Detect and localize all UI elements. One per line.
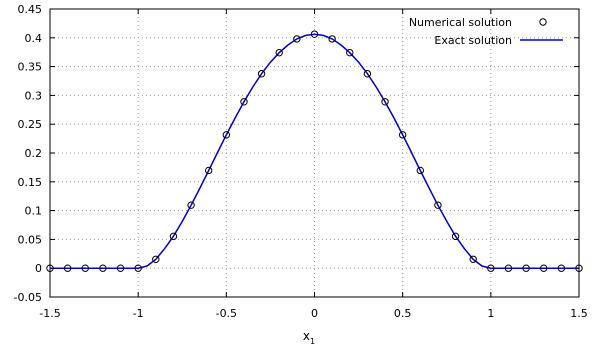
numerical-solution-series [46,30,583,272]
numerical-solution-point [575,264,583,272]
exact-solution-series [50,33,579,269]
y-tick-label: 0.3 [25,89,43,102]
numerical-solution-point [46,264,54,272]
y-tick-label: 0.35 [18,61,43,74]
numerical-solution-point [63,264,72,272]
x-axis-label: x1 [303,329,315,346]
exact-solution-line [50,33,579,269]
numerical-solution-point [134,264,142,272]
numerical-solution-point [504,264,513,272]
legend-marker-numerical [539,18,547,26]
numerical-solution-point [328,35,336,43]
x-tick-label: 0.5 [394,307,412,320]
numerical-solution-point [434,201,442,209]
x-tick-label: -1 [133,307,144,320]
numerical-solution-point [540,264,548,272]
y-tick-label: 0.25 [18,118,43,131]
numerical-solution-point [293,35,301,43]
numerical-solution-point [381,98,389,106]
y-tick-label: 0 [35,262,42,275]
numerical-solution-point [222,131,231,139]
y-tick-label: 0.15 [18,176,43,189]
legend-label-numerical: Numerical solution [409,16,512,29]
legend-label-exact: Exact solution [434,34,512,47]
x-tick-label: 1.5 [570,307,588,320]
numerical-solution-point [169,232,178,241]
x-tick-label: 0 [311,307,318,320]
y-tick-label: 0.2 [25,147,43,160]
y-tick-labels: -0.05 0 0.05 0.1 0.15 0.2 0.25 0.3 0.35 0.4 0.45 [14,3,42,304]
numerical-solution-point [363,70,372,78]
numerical-solution-point [522,264,530,272]
numerical-solution-point [99,264,107,272]
x-tick-label: -0.5 [216,307,237,320]
numerical-solution-point [346,48,354,57]
numerical-solution-point [187,201,195,209]
legend: Numerical solution Exact solution [409,16,563,47]
grid-lines [50,9,579,297]
numerical-solution-point [152,255,160,263]
y-tick-label: 0.05 [18,233,43,246]
numerical-solution-point [116,264,125,272]
numerical-solution-point [469,255,477,263]
numerical-solution-point [487,264,495,272]
y-tick-label: 0.1 [25,205,43,218]
numerical-solution-point [398,131,407,139]
numerical-solution-point [257,70,266,78]
numerical-solution-point [275,48,283,57]
numerical-solution-point [310,30,319,38]
numerical-solution-point [416,166,424,175]
numerical-solution-point [81,264,89,272]
axis-ticks [49,8,580,298]
numerical-solution-point [205,166,213,175]
x-tick-labels: -1.5 -1 -0.5 0 0.5 1 1.5 [39,307,587,320]
x-axis-label-subscript: 1 [310,337,315,346]
y-tick-label: 0.4 [25,32,43,45]
numerical-solution-point [557,264,566,272]
numerical-solution-point [240,98,248,106]
x-tick-label: 1 [487,307,494,320]
x-tick-label: -1.5 [39,307,60,320]
y-tick-label: -0.05 [14,291,42,304]
numerical-solution-point [451,232,460,241]
y-tick-label: 0.45 [18,3,43,16]
